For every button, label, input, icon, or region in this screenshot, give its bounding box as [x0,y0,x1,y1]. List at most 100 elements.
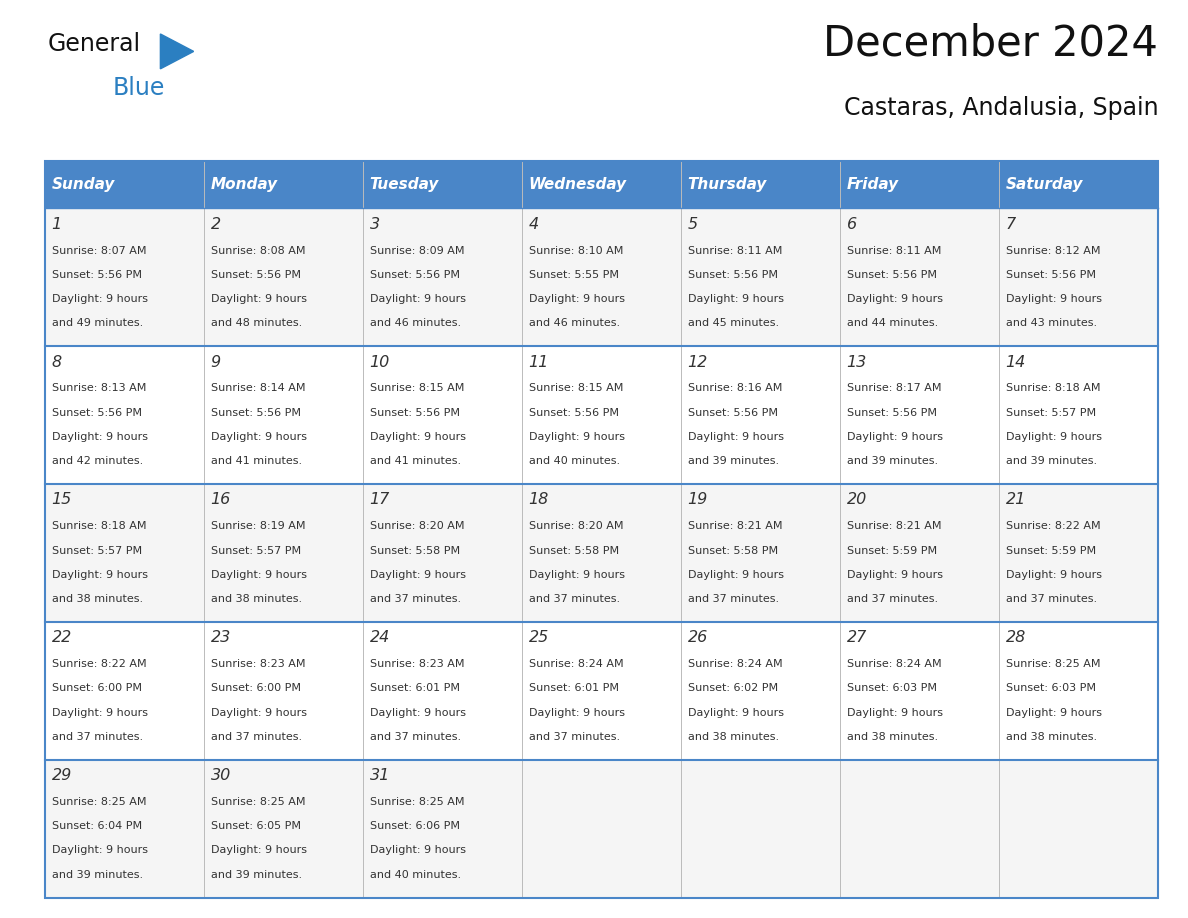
Text: Sunrise: 8:23 AM: Sunrise: 8:23 AM [210,659,305,669]
Text: and 39 minutes.: and 39 minutes. [210,869,302,879]
Text: Sunset: 5:56 PM: Sunset: 5:56 PM [51,270,141,280]
Bar [364,760,523,898]
Text: Daylight: 9 hours: Daylight: 9 hours [210,294,307,304]
Text: and 41 minutes.: and 41 minutes. [369,456,461,466]
Text: Daylight: 9 hours: Daylight: 9 hours [847,708,942,718]
Text: Sunset: 6:00 PM: Sunset: 6:00 PM [51,683,141,693]
Bar [45,622,204,760]
Text: 23: 23 [210,631,230,645]
Bar [840,484,999,622]
Text: and 37 minutes.: and 37 minutes. [369,732,461,742]
Text: Sunset: 5:56 PM: Sunset: 5:56 PM [688,408,778,418]
Text: Sunrise: 8:18 AM: Sunrise: 8:18 AM [1005,384,1100,394]
Text: Sunset: 6:01 PM: Sunset: 6:01 PM [369,683,460,693]
Text: Sunrise: 8:09 AM: Sunrise: 8:09 AM [369,246,465,255]
Bar [204,760,364,898]
Text: Sunset: 5:56 PM: Sunset: 5:56 PM [1005,270,1095,280]
Text: and 41 minutes.: and 41 minutes. [210,456,302,466]
Text: and 39 minutes.: and 39 minutes. [51,869,143,879]
Text: and 37 minutes.: and 37 minutes. [369,594,461,604]
Text: Daylight: 9 hours: Daylight: 9 hours [369,845,466,856]
Text: Sunset: 6:03 PM: Sunset: 6:03 PM [847,683,936,693]
Text: 5: 5 [688,217,697,231]
Text: 7: 7 [1005,217,1016,231]
Text: Daylight: 9 hours: Daylight: 9 hours [210,845,307,856]
Text: Sunrise: 8:21 AM: Sunrise: 8:21 AM [688,521,782,532]
Text: and 37 minutes.: and 37 minutes. [51,732,143,742]
Text: Sunset: 6:04 PM: Sunset: 6:04 PM [51,822,141,832]
Text: and 37 minutes.: and 37 minutes. [847,594,937,604]
Text: Daylight: 9 hours: Daylight: 9 hours [210,570,307,579]
Text: Sunset: 5:59 PM: Sunset: 5:59 PM [1005,545,1095,555]
Bar [840,622,999,760]
Text: 8: 8 [51,354,62,370]
Bar [45,346,204,484]
Text: Tuesday: Tuesday [369,177,438,192]
Text: Sunrise: 8:15 AM: Sunrise: 8:15 AM [529,384,623,394]
Text: and 40 minutes.: and 40 minutes. [369,869,461,879]
Text: Thursday: Thursday [688,177,767,192]
Text: Sunrise: 8:16 AM: Sunrise: 8:16 AM [688,384,782,394]
Text: 9: 9 [210,354,221,370]
Bar [204,208,364,346]
Text: and 39 minutes.: and 39 minutes. [688,456,778,466]
Text: Castaras, Andalusia, Spain: Castaras, Andalusia, Spain [843,96,1158,120]
Text: Sunrise: 8:15 AM: Sunrise: 8:15 AM [369,384,465,394]
Text: 1: 1 [51,217,62,231]
Text: Sunrise: 8:25 AM: Sunrise: 8:25 AM [51,797,146,807]
Text: Sunrise: 8:07 AM: Sunrise: 8:07 AM [51,246,146,255]
Text: Daylight: 9 hours: Daylight: 9 hours [1005,431,1101,442]
Text: Daylight: 9 hours: Daylight: 9 hours [369,708,466,718]
Text: Daylight: 9 hours: Daylight: 9 hours [529,570,625,579]
Text: Sunset: 5:58 PM: Sunset: 5:58 PM [369,545,460,555]
Bar [999,760,1158,898]
Text: Monday: Monday [210,177,278,192]
Text: Daylight: 9 hours: Daylight: 9 hours [688,431,784,442]
Text: Sunset: 5:57 PM: Sunset: 5:57 PM [210,545,301,555]
Bar [45,161,1158,898]
Text: Sunset: 6:05 PM: Sunset: 6:05 PM [210,822,301,832]
Text: Friday: Friday [847,177,899,192]
Bar [681,161,840,208]
Text: and 37 minutes.: and 37 minutes. [688,594,778,604]
Text: and 38 minutes.: and 38 minutes. [51,594,143,604]
Bar [840,161,999,208]
Text: 16: 16 [210,492,230,508]
Text: and 46 minutes.: and 46 minutes. [369,318,461,328]
Text: Sunset: 5:56 PM: Sunset: 5:56 PM [529,408,619,418]
Text: Sunset: 5:55 PM: Sunset: 5:55 PM [529,270,619,280]
Bar [45,208,204,346]
Text: Daylight: 9 hours: Daylight: 9 hours [847,570,942,579]
Text: Sunset: 5:56 PM: Sunset: 5:56 PM [369,270,460,280]
Text: and 37 minutes.: and 37 minutes. [210,732,302,742]
Text: Sunrise: 8:10 AM: Sunrise: 8:10 AM [529,246,623,255]
Text: Sunset: 5:56 PM: Sunset: 5:56 PM [51,408,141,418]
Text: Daylight: 9 hours: Daylight: 9 hours [51,845,147,856]
Bar [364,208,523,346]
Bar [364,484,523,622]
Text: Sunset: 5:57 PM: Sunset: 5:57 PM [1005,408,1095,418]
Text: Sunrise: 8:24 AM: Sunrise: 8:24 AM [847,659,941,669]
Text: Daylight: 9 hours: Daylight: 9 hours [51,708,147,718]
Text: Sunset: 5:58 PM: Sunset: 5:58 PM [529,545,619,555]
Text: Sunrise: 8:23 AM: Sunrise: 8:23 AM [369,659,465,669]
Text: 28: 28 [1005,631,1026,645]
Text: and 42 minutes.: and 42 minutes. [51,456,143,466]
Text: 15: 15 [51,492,71,508]
Text: 18: 18 [529,492,549,508]
Text: Sunset: 5:57 PM: Sunset: 5:57 PM [51,545,141,555]
Text: Sunrise: 8:13 AM: Sunrise: 8:13 AM [51,384,146,394]
Text: Daylight: 9 hours: Daylight: 9 hours [1005,570,1101,579]
Bar [681,346,840,484]
Text: Daylight: 9 hours: Daylight: 9 hours [369,294,466,304]
Bar [523,484,681,622]
Text: Daylight: 9 hours: Daylight: 9 hours [1005,708,1101,718]
Bar [523,760,681,898]
Text: General: General [48,32,140,56]
Text: Wednesday: Wednesday [529,177,627,192]
Text: Daylight: 9 hours: Daylight: 9 hours [51,431,147,442]
Text: Sunrise: 8:17 AM: Sunrise: 8:17 AM [847,384,941,394]
Text: and 45 minutes.: and 45 minutes. [688,318,778,328]
Text: and 43 minutes.: and 43 minutes. [1005,318,1097,328]
Text: 10: 10 [369,354,390,370]
